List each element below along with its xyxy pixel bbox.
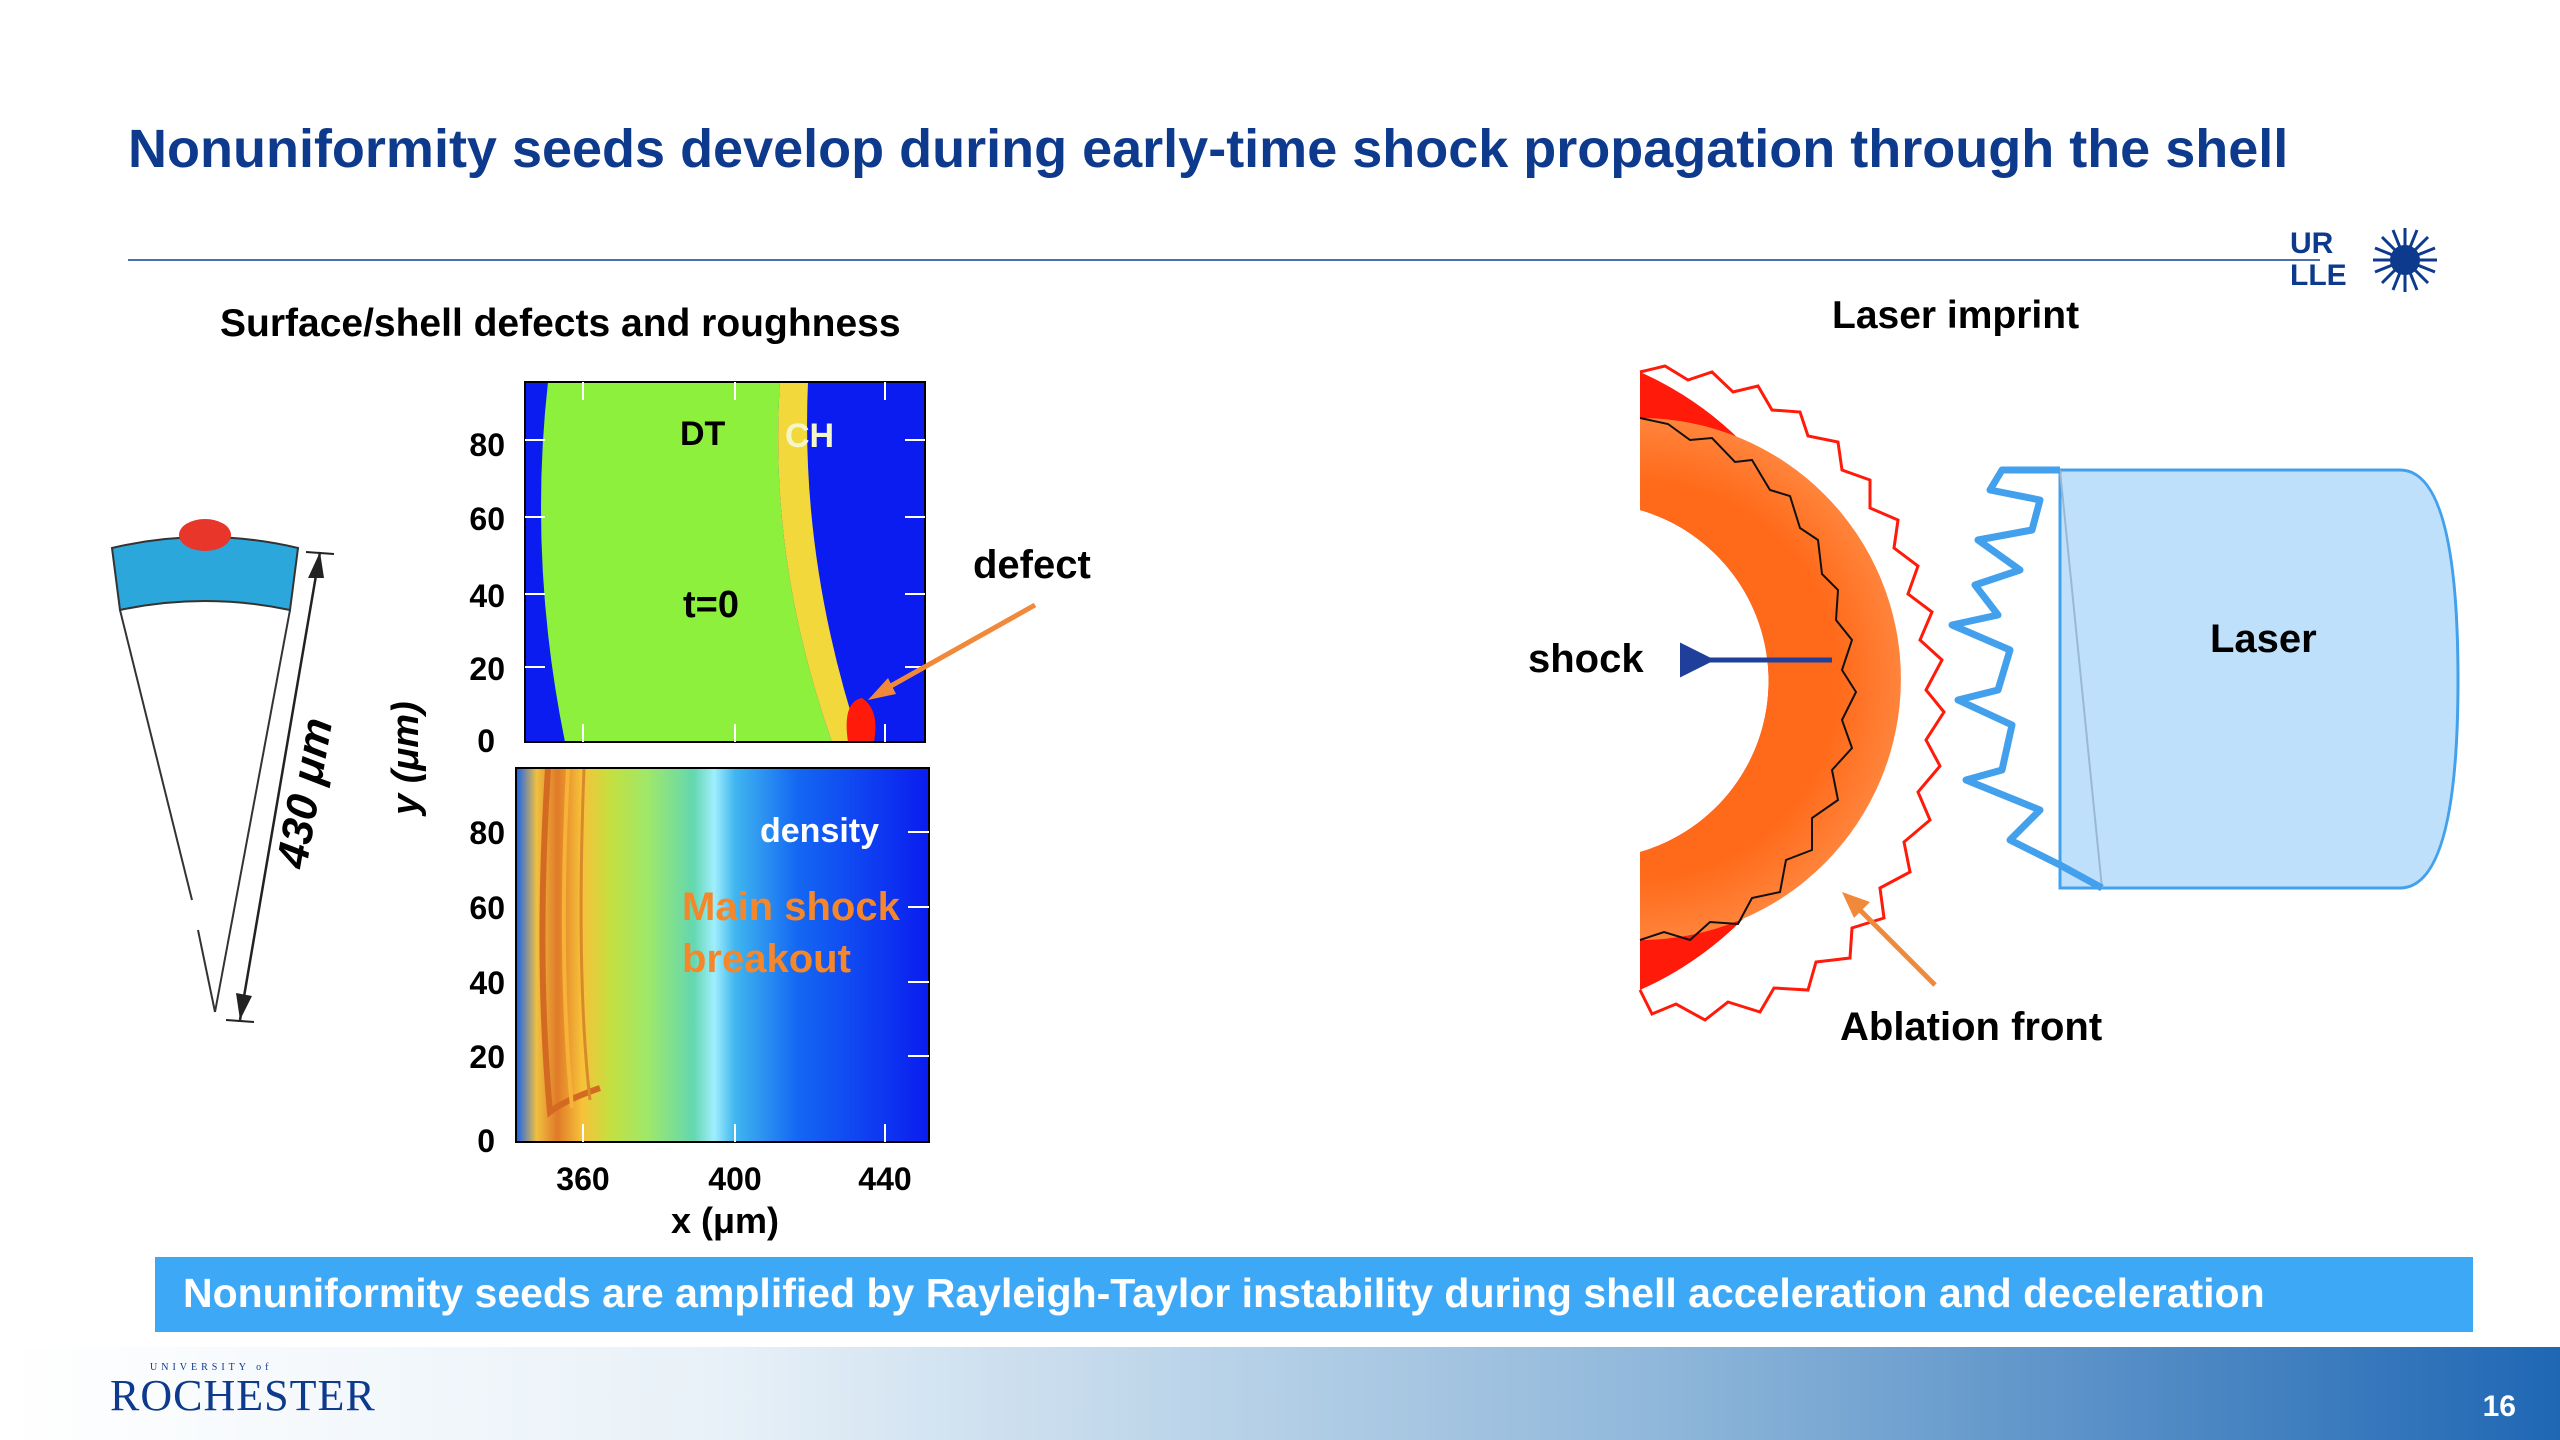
bottom-x-tick: 440	[858, 1161, 911, 1197]
defect-label: defect	[973, 543, 1091, 587]
summary-banner-text: Nonuniformity seeds are amplified by Ray…	[183, 1270, 2265, 1316]
laser-imprint-wave	[1948, 466, 2104, 892]
rough-outer-surface	[1638, 364, 1946, 1022]
bottom-y-tick: 40	[469, 965, 505, 1001]
y-axis-label: y (μm)	[385, 701, 427, 817]
bottom-plot: 80 60 40 20 0 360 400 440 density Main s…	[469, 767, 930, 1197]
breakout-label: breakout	[682, 937, 851, 981]
defect-marker	[846, 698, 876, 742]
bottom-y-tick: 20	[469, 1039, 505, 1075]
left-heading: Surface/shell defects and roughness	[220, 302, 901, 345]
x-axis-label: x (μm)	[671, 1200, 779, 1241]
surface-defect-bump	[179, 519, 231, 551]
bottom-y-tick: 80	[469, 815, 505, 851]
laser-cylinder	[2058, 468, 2460, 890]
right-heading: Laser imprint	[1832, 294, 2080, 337]
ch-label: CH	[785, 417, 834, 455]
laser-imprint-diagram: shock Laser Ablation front	[1528, 364, 2460, 1049]
bottom-y-tick: 60	[469, 890, 505, 926]
lle-starburst-icon	[2373, 228, 2437, 292]
ch-layer	[778, 382, 860, 742]
logo-small-text: UNIVERSITY of	[150, 1362, 273, 1373]
laser-label: Laser	[2210, 617, 2317, 661]
summary-banner: Nonuniformity seeds are amplified by Ray…	[155, 1257, 2473, 1332]
dt-region	[540, 382, 832, 742]
dt-label: DT	[680, 415, 726, 453]
top-plot: 80 60 40 20 0 DT CH t=0	[469, 381, 926, 759]
top-y-tick: 60	[469, 501, 505, 537]
bottom-x-tick: 360	[556, 1161, 609, 1197]
main-shock-label: Main shock	[682, 885, 901, 929]
shock-label: shock	[1528, 637, 1644, 681]
lle-logo-line1: UR	[2290, 227, 2334, 260]
top-y-tick: 80	[469, 427, 505, 463]
shock-front	[539, 767, 601, 1118]
density-label: density	[760, 812, 879, 850]
lle-logo: UR LLE	[2290, 228, 2347, 292]
ragged-shock-front	[1639, 417, 1858, 942]
time-label: t=0	[683, 584, 739, 626]
shell-wedge-diagram	[110, 519, 335, 1023]
bottom-x-tick: 400	[708, 1161, 761, 1197]
top-y-tick: 20	[469, 651, 505, 687]
top-y-tick: 0	[477, 723, 495, 759]
page-number: 16	[2482, 1390, 2516, 1423]
rochester-logo-text: ROCHESTER	[110, 1371, 376, 1420]
bottom-y-tick: 0	[477, 1123, 495, 1159]
ablation-front-label: Ablation front	[1840, 1005, 2102, 1049]
density-field	[516, 768, 929, 1142]
shocked-region	[1640, 418, 1901, 940]
ablation-front-arrow	[1853, 903, 1937, 987]
lle-logo-line2: LLE	[2290, 259, 2347, 292]
slide-title: Nonuniformity seeds develop during early…	[128, 119, 2289, 179]
footer-bar	[0, 1347, 2560, 1440]
defect-arrow	[878, 602, 1037, 695]
top-y-tick: 40	[469, 578, 505, 614]
dimension-line	[238, 551, 322, 1021]
